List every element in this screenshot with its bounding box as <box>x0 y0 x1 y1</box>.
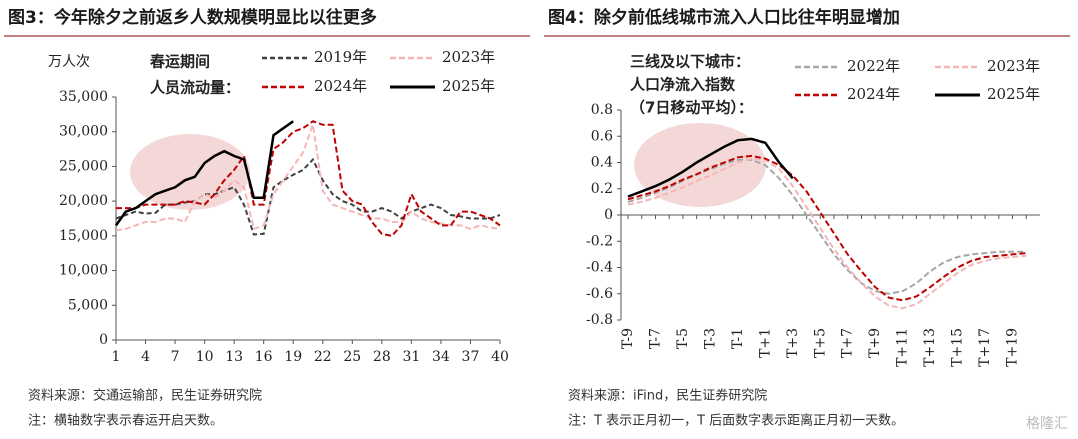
x-tick-label: T+11 <box>895 328 911 367</box>
series-line <box>115 124 501 232</box>
x-tick-label: 1 <box>112 349 121 365</box>
legend-label: 2019年 <box>314 48 367 66</box>
y-tick-label: 5,000 <box>68 297 108 313</box>
x-tick-label: T+9 <box>867 328 883 358</box>
x-tick-label: T-7 <box>647 328 663 349</box>
y-tick-label: 0 <box>99 332 108 348</box>
legend-label: 2025年 <box>987 85 1040 103</box>
y-tick-label: 10,000 <box>59 263 108 279</box>
x-tick-label: T-1 <box>730 328 746 349</box>
y-tick-label: 0.4 <box>591 155 613 171</box>
x-tick-label: T+1 <box>757 328 773 358</box>
y-axis-label: 万人次 <box>48 54 90 70</box>
y-tick-label: 0.8 <box>591 102 613 118</box>
x-tick-label: T-3 <box>702 328 718 349</box>
chart-title: 图3：今年除夕之前返乡人数规模明显比以往更多 <box>8 7 377 28</box>
series-line <box>114 120 294 227</box>
x-tick-label: 25 <box>343 349 361 365</box>
legend-label: 2025年 <box>442 77 495 95</box>
source: 资料来源：交通运输部，民生证券研究院 <box>28 388 262 404</box>
y-tick-label: -0.4 <box>586 260 613 276</box>
x-tick-label: T+15 <box>950 328 966 367</box>
y-tick-label: 15,000 <box>59 228 108 244</box>
legend-title: 三线及以下城市： <box>630 53 750 71</box>
legend-label: 2023年 <box>442 48 495 66</box>
x-tick-label: T+5 <box>812 328 828 358</box>
y-tick-label: 25,000 <box>59 158 108 174</box>
watermark: 格隆汇 <box>1026 416 1068 432</box>
legend-title: （7日移动平均）： <box>630 99 753 117</box>
x-tick-label: T-5 <box>675 328 691 349</box>
y-tick-label: 35,000 <box>59 89 108 105</box>
chart-title: 图4：除夕前低线城市流入人口比往年明显增加 <box>548 7 900 28</box>
y-tick-label: -0.6 <box>586 286 613 302</box>
x-tick-label: T+19 <box>1005 328 1021 367</box>
x-tick-label: T+13 <box>922 328 938 367</box>
legend-title: 人员流动量： <box>150 79 240 97</box>
x-tick-label: T-9 <box>620 328 636 349</box>
x-tick-label: 37 <box>462 349 480 365</box>
x-tick-label: 40 <box>491 349 509 365</box>
x-tick-label: 34 <box>432 349 450 365</box>
y-tick-label: -0.8 <box>586 312 613 328</box>
y-tick-label: -0.2 <box>586 233 613 249</box>
y-tick-label: 0 <box>604 207 613 223</box>
source: 资料来源：iFind，民生证券研究院 <box>568 388 767 404</box>
series-line <box>627 157 1027 310</box>
x-tick-label: T+3 <box>785 328 801 358</box>
x-tick-label: 10 <box>196 349 214 365</box>
x-tick-label: 19 <box>284 349 302 365</box>
x-tick-label: 7 <box>171 349 180 365</box>
x-tick-label: T+7 <box>840 328 856 358</box>
y-tick-label: 0.2 <box>591 181 613 197</box>
legend-label: 2023年 <box>987 57 1040 75</box>
x-tick-label: 31 <box>402 349 420 365</box>
series-line <box>627 137 794 198</box>
note: 注：T 表示正月初一，T 后面数字表示距离正月初一天数。 <box>568 413 904 429</box>
legend-label: 2022年 <box>847 57 900 75</box>
x-tick-label: T+17 <box>977 328 993 367</box>
x-tick-label: 4 <box>141 349 150 365</box>
legend-title: 人口净流入指数 <box>630 76 736 94</box>
legend-title: 春运期间 <box>150 53 210 71</box>
x-tick-label: 13 <box>225 349 243 365</box>
legend-label: 2024年 <box>314 77 367 95</box>
x-tick-label: 16 <box>255 349 273 365</box>
highlight <box>634 123 766 207</box>
x-tick-label: 22 <box>314 349 332 365</box>
series-line <box>627 154 1027 302</box>
y-tick-label: 0.6 <box>591 128 613 144</box>
series-line <box>627 158 1027 295</box>
y-tick-label: 30,000 <box>59 124 108 140</box>
note: 注：横轴数字表示春运开启天数。 <box>28 414 223 429</box>
x-tick-label: 28 <box>373 349 391 365</box>
y-tick-label: 20,000 <box>59 193 108 209</box>
legend-label: 2024年 <box>847 85 900 103</box>
series-line <box>116 120 501 237</box>
